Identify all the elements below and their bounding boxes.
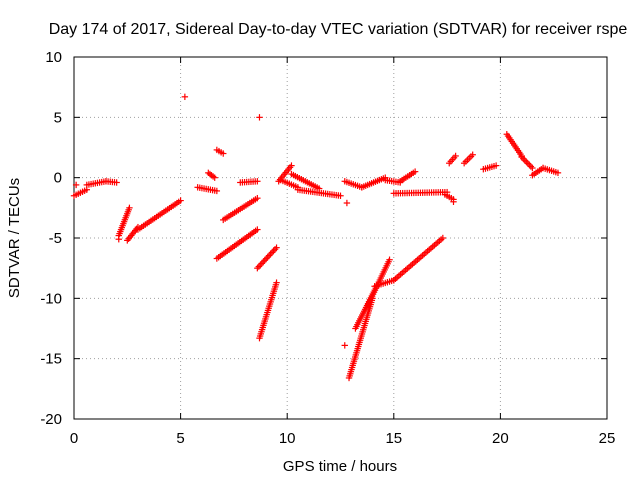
- data-point: [177, 197, 184, 204]
- data-point: [213, 187, 221, 195]
- data-series-seg-9: [213, 226, 261, 262]
- data-point: [524, 160, 532, 167]
- data-series-seg-19: [358, 174, 389, 191]
- y-tick-label: 10: [45, 49, 62, 66]
- data-point: [450, 198, 457, 205]
- plot-frame: [73, 56, 608, 420]
- data-point: [72, 181, 80, 189]
- data-point: [256, 114, 263, 121]
- data-point: [273, 244, 280, 251]
- x-tick-labels: 0 5 10 15 20 25: [70, 430, 616, 447]
- data-series-seg-32: [503, 131, 525, 160]
- data-points: [70, 93, 562, 382]
- data-series-seg-31: [390, 234, 447, 284]
- data-point: [386, 256, 393, 263]
- data-point: [527, 163, 535, 170]
- axis-ticks: [73, 56, 608, 420]
- y-tick-label: -5: [49, 230, 62, 247]
- data-series-seg-22: [390, 188, 451, 197]
- x-tick-label: 10: [279, 430, 296, 447]
- data-series-seg-5: [134, 197, 184, 233]
- data-point: [113, 179, 120, 186]
- x-tick-label: 0: [70, 430, 78, 447]
- data-point: [492, 162, 500, 169]
- data-series-seg-1: [83, 178, 110, 189]
- data-point: [521, 157, 528, 164]
- y-tick-label: 0: [54, 170, 62, 187]
- data-point: [254, 264, 261, 272]
- y-tick-label: -15: [40, 351, 62, 368]
- data-series-seg-33: [518, 153, 536, 172]
- data-point: [411, 168, 419, 175]
- data-point: [469, 151, 476, 158]
- data-point: [254, 226, 261, 233]
- data-point: [270, 247, 277, 255]
- data-series-seg-24: [446, 152, 459, 167]
- data-point: [258, 260, 265, 267]
- data-point: [271, 246, 279, 253]
- data-series-seg-11: [237, 178, 261, 186]
- data-point: [264, 253, 271, 261]
- data-series-seg-7: [205, 169, 218, 181]
- data-series-seg-23: [441, 191, 457, 203]
- data-series-seg-25: [460, 151, 476, 167]
- chart-title: Day 174 of 2017, Sidereal Day-to-day VTE…: [49, 21, 628, 38]
- data-point: [526, 161, 533, 169]
- x-tick-label: 15: [385, 430, 402, 447]
- data-point: [341, 342, 348, 349]
- data-point: [261, 257, 268, 264]
- data-series-seg-3: [115, 204, 133, 239]
- x-axis-label: GPS time / hours: [283, 458, 397, 475]
- x-tick-label: 5: [176, 430, 184, 447]
- y-tick-labels: 10 5 0 -5 -10 -15 -20: [40, 49, 62, 428]
- data-point: [257, 261, 264, 269]
- data-series-seg-21: [396, 168, 419, 185]
- data-point: [452, 152, 459, 160]
- data-point: [439, 234, 447, 242]
- data-point: [115, 236, 122, 243]
- data-point: [181, 93, 189, 101]
- data-point: [126, 204, 133, 212]
- data-series-seg-13: [256, 279, 280, 342]
- data-point: [288, 162, 295, 169]
- data-series-seg-0: [70, 186, 90, 199]
- data-point: [255, 263, 263, 270]
- data-series-seg-16: [277, 176, 302, 191]
- data-series-seg-12: [254, 244, 280, 272]
- data-point: [220, 150, 227, 157]
- data-point: [211, 174, 218, 181]
- data-point: [263, 255, 270, 262]
- data-series-seg-30: [365, 256, 393, 308]
- data-series-seg-27: [345, 295, 376, 382]
- data-series-seg-8: [213, 146, 227, 157]
- x-tick-label: 20: [492, 430, 509, 447]
- y-tick-label: 5: [54, 109, 62, 126]
- data-point: [260, 258, 267, 266]
- data-point: [554, 169, 562, 177]
- data-series-seg-2: [102, 178, 120, 186]
- y-tick-label: -10: [40, 290, 62, 307]
- data-point: [254, 194, 261, 202]
- data-series-seg-26: [480, 162, 500, 173]
- x-tick-label: 25: [599, 430, 616, 447]
- grid: [74, 57, 607, 419]
- data-point: [343, 199, 351, 207]
- y-tick-label: -20: [40, 411, 62, 428]
- data-series-seg-10: [220, 194, 261, 224]
- data-series-seg-6: [194, 184, 221, 195]
- data-point: [337, 192, 344, 199]
- data-point: [523, 158, 530, 166]
- data-point: [273, 279, 280, 286]
- data-point: [265, 252, 273, 259]
- data-point: [268, 249, 276, 256]
- data-series-seg-35: [539, 164, 562, 177]
- data-series-seg-15: [288, 170, 323, 192]
- data-point: [254, 178, 261, 185]
- data-point: [529, 164, 536, 172]
- y-axis-label: SDTVAR / TECUs: [6, 178, 23, 298]
- data-series-seg-34: [529, 164, 547, 179]
- data-point: [267, 250, 274, 258]
- data-series-seg-17: [294, 186, 344, 199]
